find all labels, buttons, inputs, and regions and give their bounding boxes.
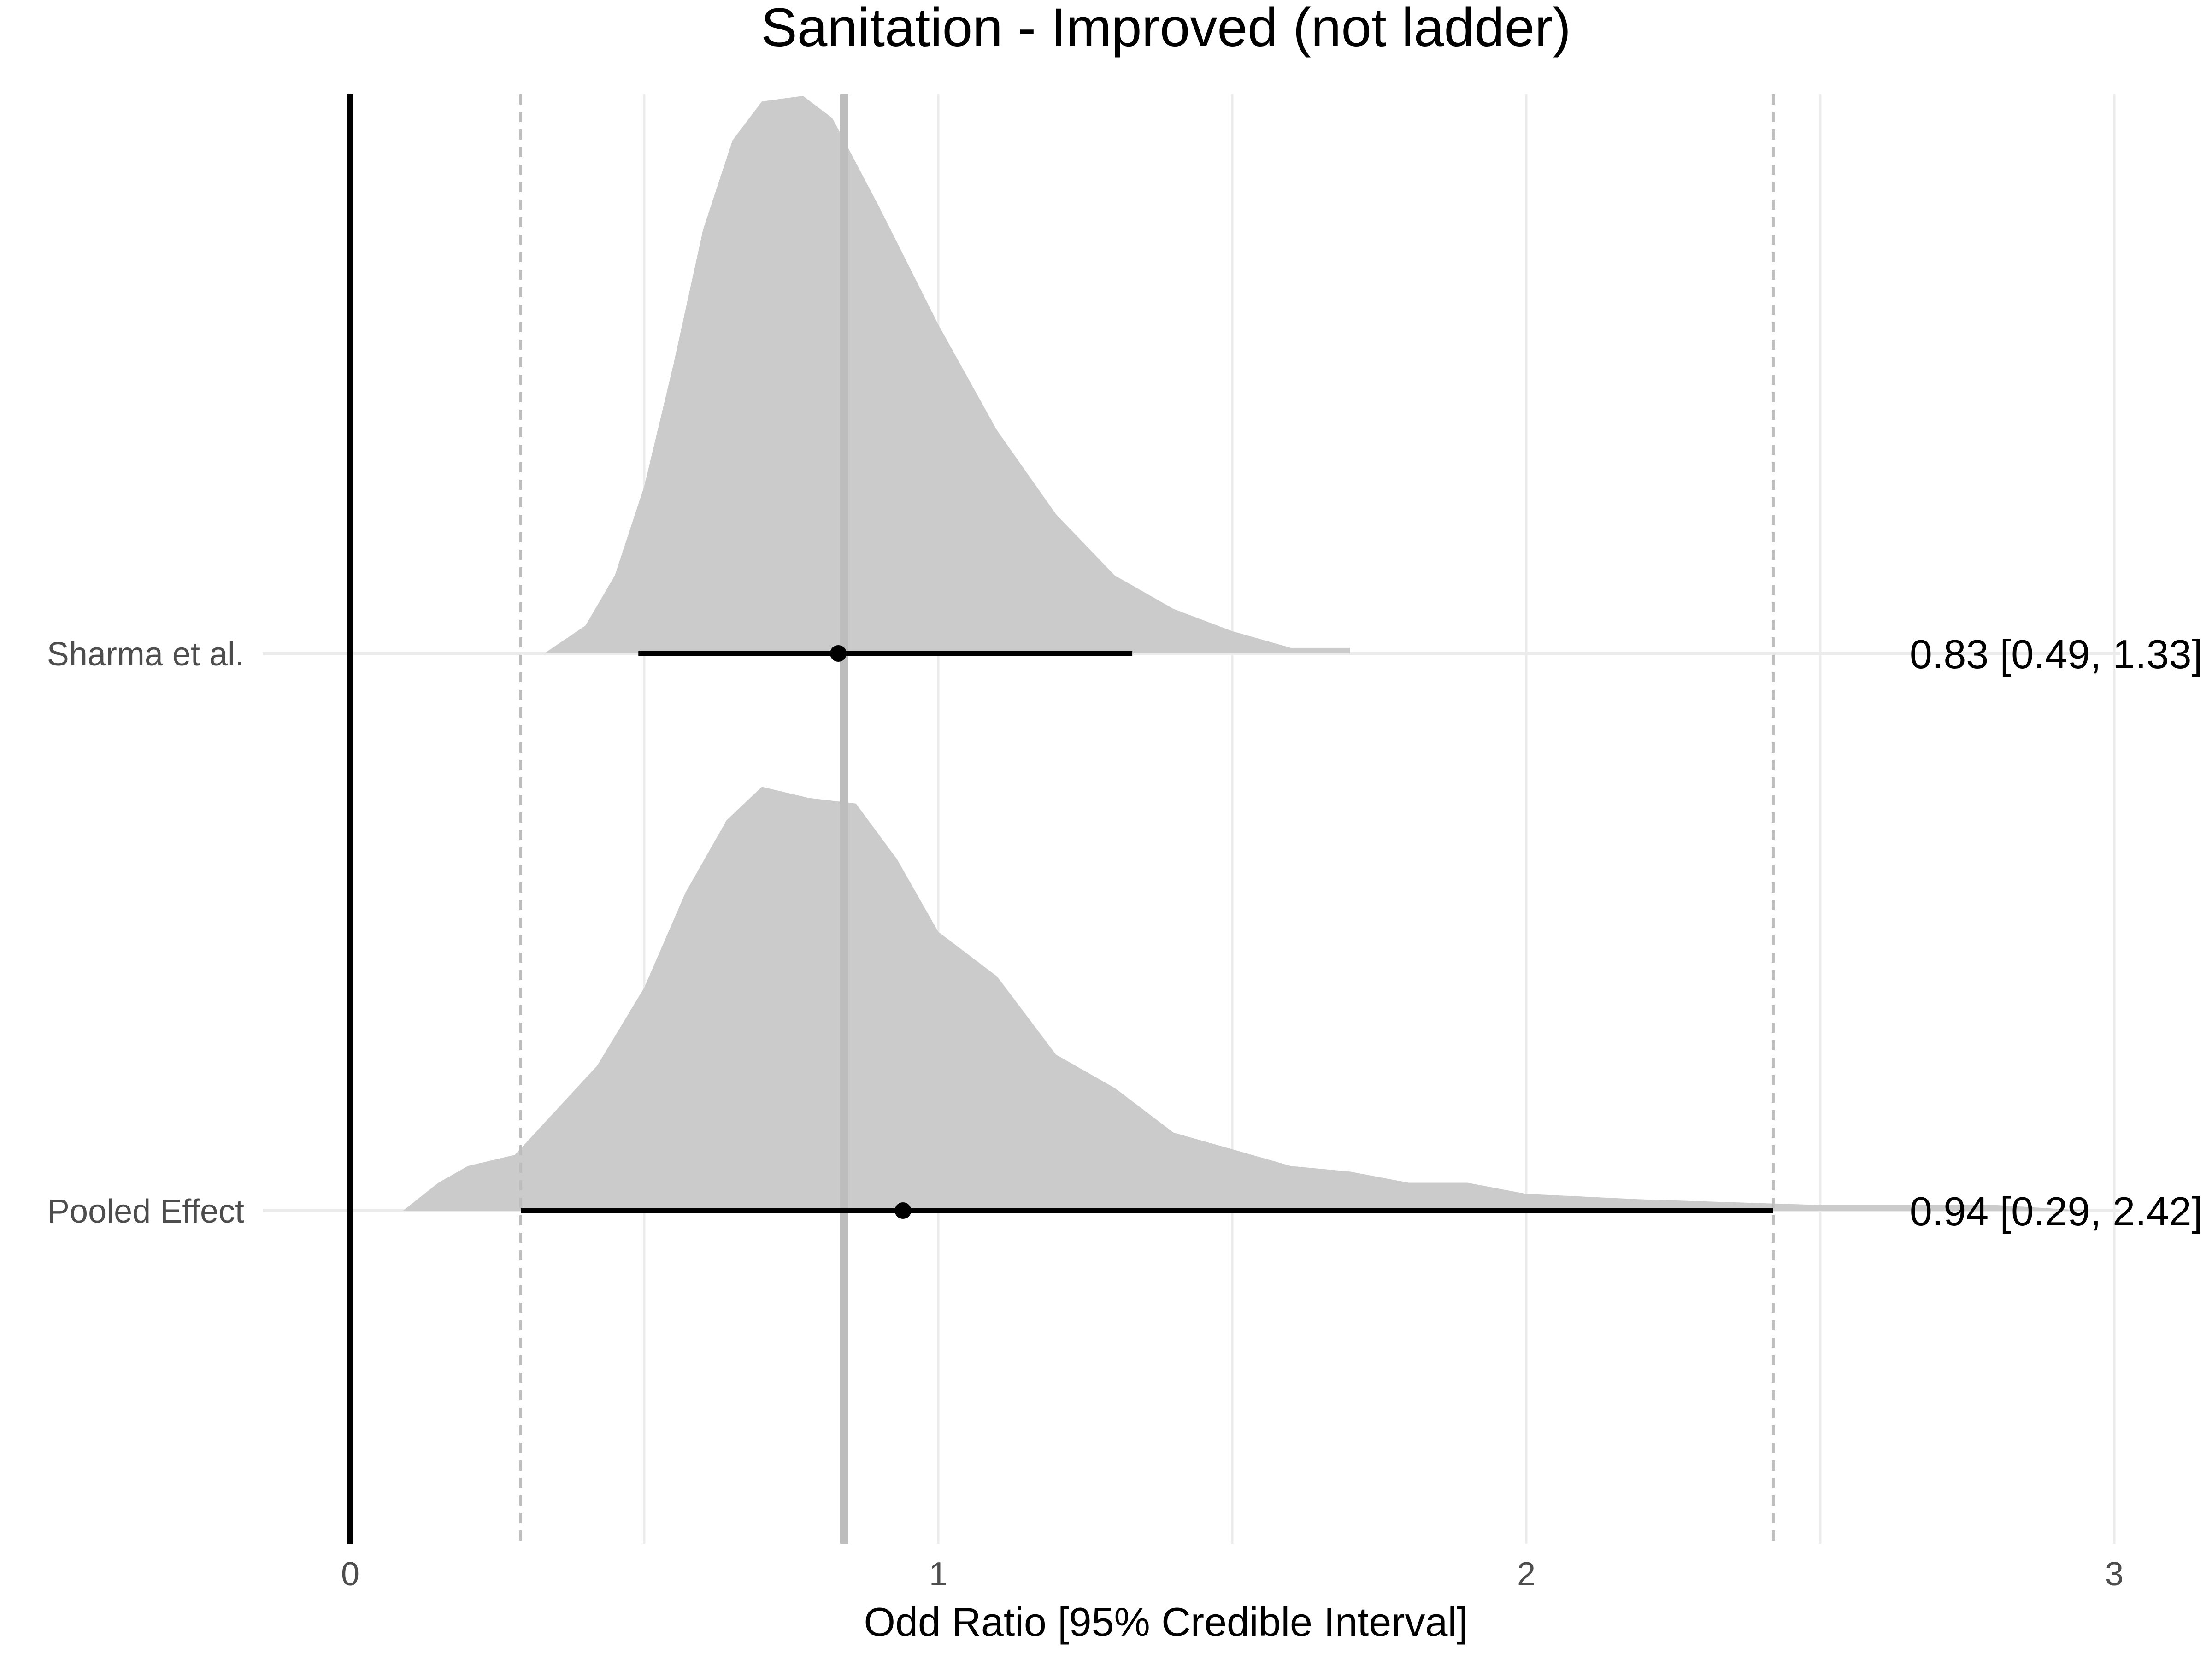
x-tick-label: 2 [1517,1556,1535,1593]
grid-layer [263,94,2120,1544]
density-layer [403,96,2085,1211]
data-label: 0.83 [0.49, 1.33] [1910,631,2203,677]
chart-title: Sanitation - Improved (not ladder) [761,0,1571,58]
x-tick-label: 0 [341,1556,359,1593]
y-tick-label: Sharma et al. [47,636,244,673]
x-tick-label: 1 [929,1556,947,1593]
interval-layer [521,645,1773,1219]
density-ridge [403,787,2085,1211]
x-tick-label: 3 [2105,1556,2124,1593]
label-layer: 0 1 2 3 Sharma et al. 0.83 [0.49, 1.33] Pooled… [47,631,2203,1593]
x-axis-label: Odd Ratio [95% Credible Interval] [864,1599,1468,1645]
data-label: 0.94 [0.29, 2.42] [1910,1188,2203,1234]
point-estimate [894,1202,912,1219]
y-tick-label: Pooled Effect [47,1193,244,1230]
point-estimate [830,645,847,662]
density-ridge [544,96,1350,653]
reference-lines [347,94,1775,1544]
